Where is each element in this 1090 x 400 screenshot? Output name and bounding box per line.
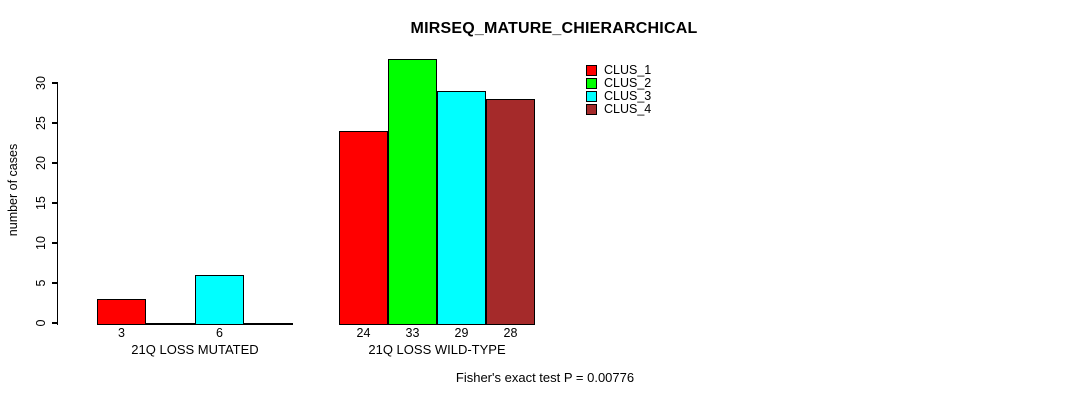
chart-title: MIRSEQ_MATURE_CHIERARCHICAL	[410, 20, 698, 37]
legend-label: CLUS_2	[604, 76, 652, 90]
legend-item-clus_1: CLUS_1	[586, 64, 651, 77]
y-tick-label: 20	[34, 156, 48, 170]
y-tick	[52, 322, 58, 324]
bar-clus_4-group1	[486, 99, 535, 325]
legend-label: CLUS_4	[604, 102, 652, 116]
legend-label: CLUS_1	[604, 63, 652, 77]
y-tick-label: 5	[34, 279, 48, 287]
bar-clus_3-group0	[195, 275, 244, 325]
legend-item-clus_4: CLUS_4	[586, 103, 651, 116]
y-tick-label: 10	[34, 236, 48, 250]
bar-clus_2-group1	[388, 59, 437, 325]
bar-value-label: 33	[405, 326, 420, 340]
legend-swatch-clus_4	[586, 104, 597, 115]
legend-item-clus_2: CLUS_2	[586, 77, 651, 90]
y-tick	[52, 162, 58, 164]
legend-swatch-clus_2	[586, 78, 597, 89]
bar-value-label: 28	[503, 326, 518, 340]
bar-clus_1-group1	[339, 131, 388, 325]
y-tick-label: 0	[34, 319, 48, 327]
y-tick-label: 25	[34, 116, 48, 130]
bar-clus_1-group0	[97, 299, 146, 325]
bar-value-label: 24	[356, 326, 371, 340]
legend-item-clus_3: CLUS_3	[586, 90, 651, 103]
y-tick	[52, 122, 58, 124]
legend-swatch-clus_1	[586, 65, 597, 76]
legend: CLUS_1 CLUS_2 CLUS_3 CLUS_4	[586, 64, 651, 116]
bar-value-label: 6	[216, 326, 223, 340]
x-group-label-1: 21Q LOSS WILD-TYPE	[368, 342, 506, 357]
y-tick	[52, 202, 58, 204]
legend-label: CLUS_3	[604, 89, 652, 103]
bar-value-label: 3	[118, 326, 125, 340]
bar-value-label: 29	[454, 326, 469, 340]
stat-annotation: Fisher's exact test P = 0.00776	[455, 370, 635, 385]
y-tick	[52, 242, 58, 244]
y-tick-label: 15	[34, 196, 48, 210]
bar-clus_3-group1	[437, 91, 486, 325]
y-tick-label: 30	[34, 76, 48, 90]
y-tick	[52, 82, 58, 84]
x-group-label-0: 21Q LOSS MUTATED	[131, 342, 259, 357]
legend-swatch-clus_3	[586, 91, 597, 102]
y-axis-line	[56, 83, 58, 325]
y-tick	[52, 282, 58, 284]
